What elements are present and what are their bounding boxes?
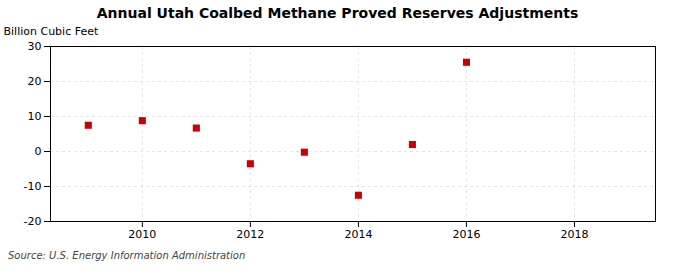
svg-text:2010: 2010 bbox=[128, 228, 156, 241]
svg-text:10: 10 bbox=[28, 110, 42, 123]
svg-text:-20: -20 bbox=[24, 215, 42, 228]
svg-text:-10: -10 bbox=[24, 180, 42, 193]
svg-text:Billion Cubic Feet: Billion Cubic Feet bbox=[4, 25, 99, 38]
svg-text:0: 0 bbox=[35, 145, 42, 158]
html-text:Source: U.S. Energy Informatio: Source: U.S. Energy Information Administ… bbox=[8, 250, 246, 261]
svg-text:2016: 2016 bbox=[452, 228, 480, 241]
svg-text:2014: 2014 bbox=[344, 228, 372, 241]
svg-text:20: 20 bbox=[28, 75, 42, 88]
svg-text:2012: 2012 bbox=[236, 228, 264, 241]
svg-text:30: 30 bbox=[28, 40, 42, 53]
html-text:Annual Utah Coalbed Methane Pr: Annual Utah Coalbed Methane Proved Reser… bbox=[96, 5, 579, 21]
svg-text:2018: 2018 bbox=[560, 228, 588, 241]
